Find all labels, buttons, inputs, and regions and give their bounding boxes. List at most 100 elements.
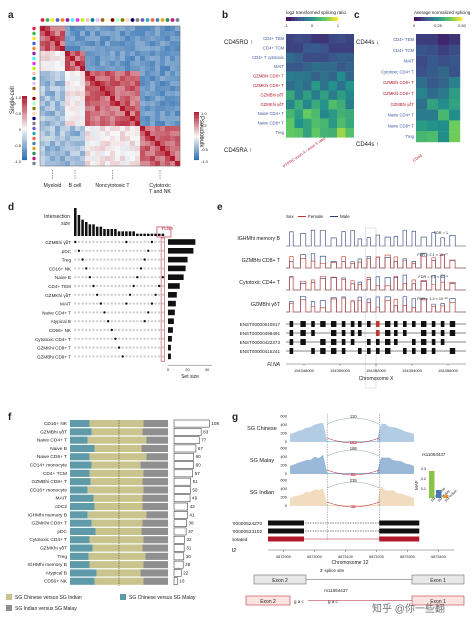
transcript-label: ENST00000610817: [240, 322, 281, 327]
matrix-dot: [92, 293, 95, 296]
colorbar-cell: [22, 158, 27, 161]
matrix-dot: [150, 267, 154, 270]
heatmap-cell: [95, 136, 101, 142]
matrix-dot: [139, 284, 143, 288]
heatmap-cell: [100, 131, 106, 137]
colorbar-cell: [295, 17, 297, 21]
matrix-dot: [143, 249, 146, 252]
heatmap-cell: [120, 61, 126, 67]
heatmap-cell: [145, 131, 151, 137]
heatmap-cell: [120, 36, 126, 42]
heatmap-cell: [155, 66, 161, 72]
heatmap-cell: [155, 106, 161, 112]
matrix-dot: [136, 311, 139, 314]
heatmap-cell: [90, 116, 96, 122]
heatmap-cell: [100, 101, 106, 107]
transcript-exon: [421, 348, 427, 354]
matrix-dot: [77, 337, 81, 340]
legend-swatch: [120, 594, 126, 600]
heatmap-cell: [155, 156, 161, 162]
transcript-exon: [449, 330, 456, 336]
heatmap-cell: [120, 51, 126, 57]
colorbar-cell: [434, 17, 436, 21]
heatmap-cell: [427, 44, 439, 56]
heatmap-cell: [75, 26, 81, 32]
heatmap-cell: [130, 156, 136, 162]
stacked-segment: [70, 461, 92, 469]
heatmap-cell: [175, 161, 181, 167]
heatmap-cell: [160, 151, 166, 157]
colorbar-cell: [302, 17, 305, 21]
heatmap-cell: [170, 36, 176, 42]
matrix-dot: [92, 258, 95, 261]
heatmap-cell: [70, 41, 76, 47]
colorbar-cell: [300, 17, 302, 21]
heatmap-cell: [125, 111, 131, 117]
heatmap-cell: [175, 76, 181, 82]
transcript-exon: [379, 528, 420, 534]
colorbar-cell: [22, 131, 27, 133]
heatmap-cell: [90, 71, 96, 77]
y-tick-label: 600: [280, 446, 287, 451]
heatmap-cell: [75, 36, 81, 42]
heatmap-cell: [110, 106, 116, 112]
heatmap-cell: [60, 71, 66, 77]
matrix-dot: [139, 249, 143, 252]
y-tick-label: 400: [280, 486, 287, 491]
highlight-box: [156, 226, 172, 238]
matrix-dot: [143, 267, 146, 270]
heatmap-cell: [95, 141, 101, 147]
heatmap-cell: [60, 96, 66, 102]
matrix-dot: [88, 328, 92, 332]
heatmap-cell: [70, 46, 76, 52]
heatmap-cell: [135, 121, 141, 127]
matrix-dot: [110, 258, 113, 261]
heatmap-cell: [115, 111, 121, 117]
stacked-segment: [142, 503, 168, 511]
matrix-dot: [81, 240, 84, 244]
heatmap-cell: [105, 86, 111, 92]
transcript-exon: [421, 339, 427, 345]
colorbar-cell: [452, 17, 454, 21]
heatmap-cell: [90, 141, 96, 147]
heatmap-cell: [337, 118, 346, 129]
cell-type-dot: [32, 106, 36, 111]
matrix-dot: [117, 293, 121, 296]
panel-b-top-label: CD45RO ↑: [224, 40, 253, 46]
heatmap-cell: [135, 81, 141, 87]
heatmap-cell: [100, 46, 106, 52]
matrix-dot: [85, 337, 88, 340]
heatmap-cell: [115, 66, 121, 72]
heatmap-cell: [438, 109, 450, 121]
matrix-dot: [158, 284, 161, 288]
junction-arc-top: [327, 481, 380, 489]
intersection-bar: [136, 233, 139, 236]
heatmap-cell: [130, 51, 136, 57]
legend-label: SG Chinese versus SG Indian: [15, 595, 82, 601]
heatmap-cell: [303, 99, 312, 110]
panel-b-row-label: Treg: [276, 130, 285, 135]
matrix-dot: [128, 346, 132, 349]
colorbar-cell: [296, 17, 298, 21]
heatmap-cell: [80, 131, 86, 137]
heatmap-cell: [70, 36, 76, 42]
heatmap-cell: [294, 81, 304, 91]
matrix-dot: [74, 293, 77, 296]
highlight-column: [160, 237, 166, 362]
maf-bar: [436, 490, 442, 498]
colorbar-cell: [22, 120, 27, 122]
heatmap-cell: [55, 106, 61, 112]
colorbar-cell: [194, 125, 199, 127]
heatmap-cell: [135, 141, 141, 147]
heatmap-cell: [438, 55, 450, 67]
heatmap-cell: [165, 121, 171, 127]
panel-b-title: log2 transformed splicing ratio: [286, 10, 347, 15]
heatmap-cell: [95, 111, 101, 117]
y-tick-label: 200: [280, 495, 287, 500]
panel-c-row-label: CD4+ TEM: [393, 37, 414, 42]
heatmap-cell: [160, 86, 166, 92]
heatmap-cell: [150, 156, 156, 162]
heatmap-cell: [75, 136, 81, 142]
heatmap-cell: [65, 96, 71, 102]
